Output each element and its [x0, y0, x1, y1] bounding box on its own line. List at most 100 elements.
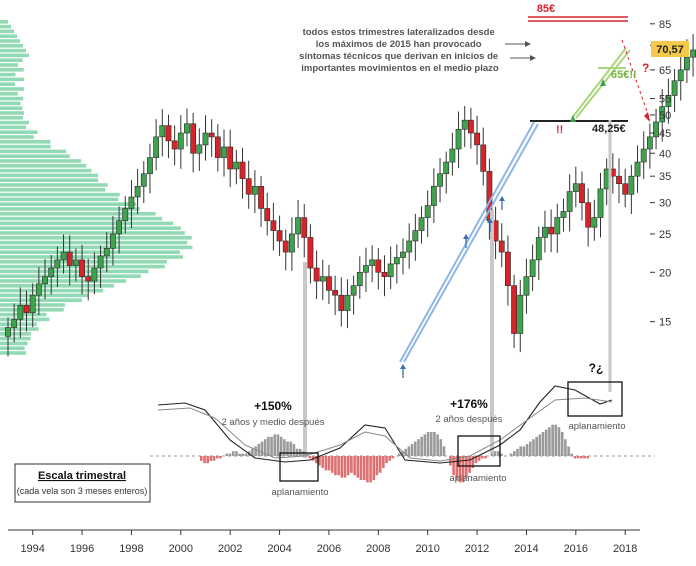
profile-bar — [0, 197, 119, 202]
profile-bar — [0, 24, 11, 29]
oscillator-bar — [484, 456, 487, 459]
candle-up — [659, 106, 666, 123]
x-tick-label: 2000 — [169, 543, 193, 555]
oscillator-bar — [203, 456, 206, 464]
candle-up — [344, 294, 351, 311]
oscillator-bar — [337, 456, 340, 476]
oscillator-bar — [314, 456, 318, 464]
oscillator-bar — [308, 456, 312, 459]
candle-down — [171, 140, 178, 150]
candle-up — [363, 265, 369, 273]
oscillator-bar — [251, 448, 254, 456]
x-tick-label: 2018 — [613, 543, 637, 555]
candle-up — [535, 237, 542, 261]
candle-up — [603, 168, 610, 190]
profile-bar — [0, 135, 34, 139]
profile-bar — [0, 149, 67, 154]
candle-up — [690, 49, 696, 58]
oscillator-bar — [219, 456, 222, 459]
oscillator-bar — [279, 436, 283, 456]
oscillator-bar — [206, 456, 209, 464]
profile-bar — [0, 58, 23, 62]
oscillator-bar — [481, 456, 484, 459]
oscillator-bar — [407, 446, 411, 456]
oscillator-bar — [267, 436, 270, 456]
candle-down — [511, 285, 517, 334]
candle-up — [393, 257, 400, 265]
profile-bar — [0, 221, 174, 226]
candle-up — [29, 294, 36, 314]
y-tick-label: 15 — [659, 317, 671, 329]
profile-bar — [0, 72, 16, 77]
candle-up — [5, 327, 11, 337]
candle-up — [159, 125, 166, 138]
profile-bar — [0, 216, 163, 221]
oscillator-bar — [375, 456, 379, 476]
oscillator-bar — [260, 441, 264, 456]
oscillator-bar — [544, 429, 548, 456]
note-pointer-arrow-icon — [530, 55, 536, 61]
candle-down — [23, 305, 30, 314]
profile-bar — [0, 336, 31, 341]
oscillator-bar — [334, 456, 337, 476]
trendline — [403, 123, 539, 363]
candle-down — [276, 230, 283, 242]
y-tick-label: 40 — [659, 148, 671, 160]
profile-bar — [0, 106, 23, 110]
candle-up — [560, 211, 567, 218]
profile-bar — [0, 164, 87, 168]
candle-up — [72, 259, 79, 266]
candle-up — [455, 128, 462, 150]
warning-marks: !! — [556, 124, 563, 136]
profile-bar — [0, 192, 120, 197]
candle-down — [307, 237, 314, 269]
candle-up — [356, 271, 363, 286]
x-tick-label: 2016 — [564, 543, 588, 555]
x-tick-label: 2006 — [317, 543, 341, 555]
x-tick-label: 2012 — [465, 543, 489, 555]
oscillator-bar — [586, 456, 590, 459]
oscillator-bar — [557, 427, 561, 456]
candle-up — [91, 267, 98, 282]
y-tick-label: 65 — [659, 65, 671, 77]
candle-down — [622, 183, 629, 195]
flattening-box-2 — [457, 435, 501, 467]
candle-up — [196, 144, 203, 154]
profile-bar — [0, 44, 23, 48]
oscillator-bar — [209, 456, 213, 461]
profile-bar — [0, 77, 25, 82]
oscillator-bar — [215, 456, 219, 459]
oscillator-bar — [474, 456, 478, 464]
profile-bar — [0, 255, 184, 259]
candle-up — [640, 148, 647, 163]
profile-bar — [0, 29, 14, 34]
oscillator-bar — [560, 432, 564, 456]
candle-down — [548, 226, 555, 235]
candle-up — [628, 175, 635, 195]
candle-up — [147, 157, 153, 175]
candle-down — [270, 220, 277, 231]
oscillator-bar — [468, 456, 471, 473]
candle-down — [264, 208, 271, 222]
oscillator-bar — [362, 456, 366, 480]
profile-bar — [0, 159, 82, 163]
oscillator-bar — [423, 434, 427, 456]
oscillator-bar — [263, 439, 267, 456]
profile-bar — [0, 20, 8, 24]
oscillator-bar — [212, 456, 216, 461]
profile-bar — [0, 293, 89, 298]
oscillator-bar — [366, 456, 369, 483]
oscillator-bar — [241, 453, 245, 456]
oscillator-bar — [564, 439, 567, 456]
candle-up — [116, 220, 122, 235]
oscillator-bar — [340, 456, 344, 478]
candle-up — [128, 196, 135, 209]
profile-bar — [0, 240, 188, 245]
candle-down — [579, 183, 585, 203]
volume-profile — [0, 20, 193, 355]
candle-up — [554, 217, 561, 235]
x-tick-label: 1994 — [20, 543, 44, 555]
oscillator-bar — [382, 456, 385, 468]
oscillator-line-signal — [157, 397, 613, 462]
